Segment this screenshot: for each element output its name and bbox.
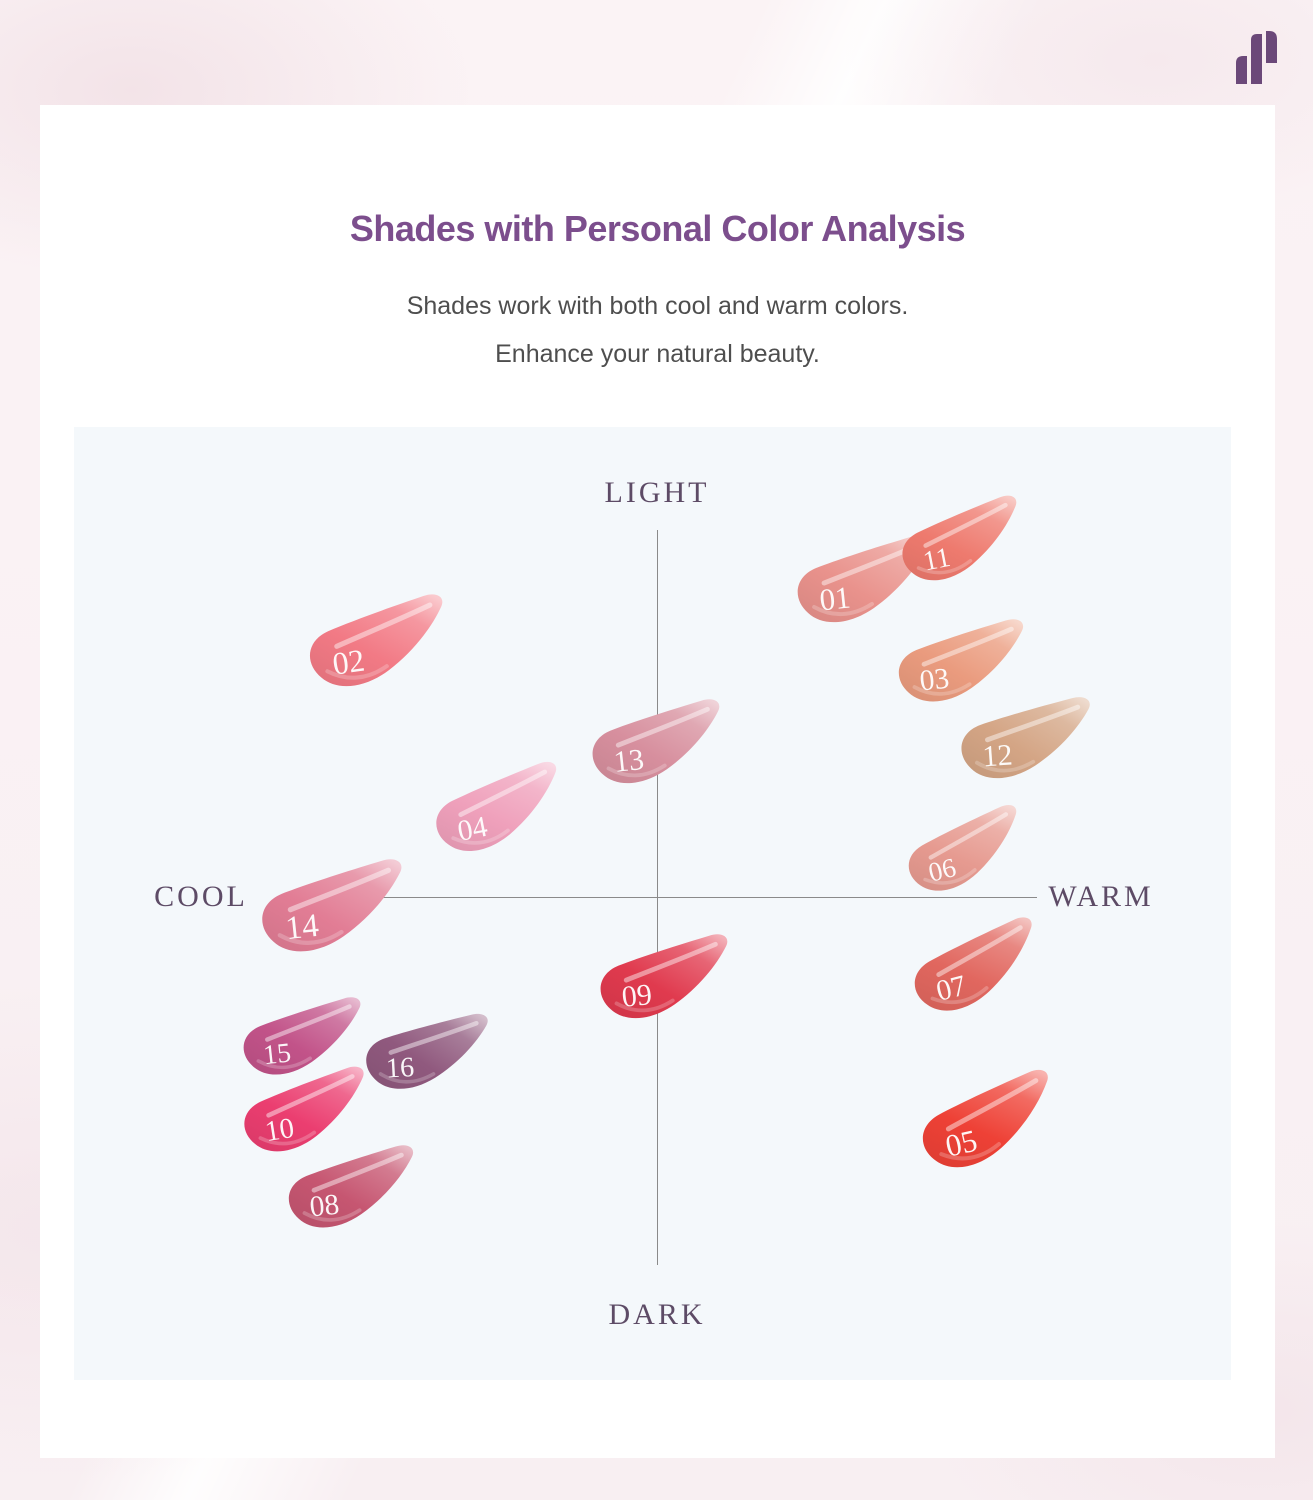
subtitle-line-2: Enhance your natural beauty. — [495, 340, 820, 368]
smear-shape — [899, 619, 1024, 702]
shade-swatch-05: 05 — [902, 1064, 1075, 1194]
smear-shape — [288, 1145, 413, 1228]
shade-swatch-04: 04 — [418, 757, 579, 875]
smear-shape — [915, 917, 1033, 1011]
smear-shape — [600, 934, 727, 1019]
smear-shape — [436, 761, 556, 851]
axis-label-cool: COOL — [154, 880, 248, 913]
axis-label-dark: DARK — [608, 1298, 706, 1331]
shade-number: 13 — [612, 743, 645, 779]
brand-logo-icon — [1236, 31, 1277, 84]
shade-swatch-12: 12 — [947, 690, 1106, 802]
smear-shape — [908, 804, 1017, 891]
shade-number: 01 — [818, 579, 852, 617]
swatch-layer: 01 11 — [74, 427, 1231, 1380]
shade-number: 15 — [261, 1037, 292, 1071]
smear-shape — [309, 594, 443, 687]
shade-number: 11 — [921, 542, 953, 578]
smear-shape — [243, 997, 361, 1075]
shade-swatch-09: 09 — [587, 932, 742, 1039]
shade-swatch-07: 07 — [895, 912, 1060, 1037]
shade-number: 10 — [263, 1112, 297, 1148]
shade-number: 02 — [330, 643, 366, 682]
smear-shape — [961, 697, 1091, 779]
shade-number: 03 — [919, 662, 952, 697]
personal-color-chart: LIGHT DARK COOL WARM 01 — [74, 427, 1231, 1380]
shade-swatch-13: 13 — [579, 696, 734, 803]
axis-label-warm: WARM — [1048, 880, 1154, 913]
smear-shape — [902, 496, 1017, 581]
shade-swatch-11: 11 — [886, 491, 1039, 603]
horizontal-axis-line — [283, 897, 1037, 898]
shade-swatch-06: 06 — [890, 799, 1042, 914]
smear-shape — [262, 859, 402, 952]
shade-number: 05 — [942, 1122, 980, 1163]
shade-swatch-03: 03 — [886, 616, 1038, 721]
shade-swatch-15: 15 — [231, 995, 374, 1094]
shade-swatch-02: 02 — [294, 591, 462, 710]
subtitle-line-1: Shades work with both cool and warm colo… — [406, 292, 909, 320]
shade-swatch-10: 10 — [229, 1063, 383, 1174]
shade-swatch-16: 16 — [352, 1005, 503, 1113]
smear-shape — [244, 1066, 364, 1152]
smear-shape — [798, 535, 929, 622]
smear-shape — [592, 699, 720, 783]
shade-number: 04 — [455, 811, 490, 848]
shade-swatch-14: 14 — [248, 857, 418, 975]
axis-label-light: LIGHT — [604, 476, 710, 509]
shade-swatch-08: 08 — [276, 1143, 428, 1248]
shade-number: 09 — [620, 978, 653, 1014]
shade-number: 14 — [284, 908, 321, 947]
shade-number: 12 — [982, 739, 1014, 774]
smear-shape — [922, 1069, 1048, 1168]
smear-shape — [366, 1013, 488, 1089]
shade-number: 08 — [308, 1189, 341, 1224]
page-title: Shades with Personal Color Analysis — [349, 208, 966, 249]
shade-number: 16 — [385, 1052, 415, 1084]
